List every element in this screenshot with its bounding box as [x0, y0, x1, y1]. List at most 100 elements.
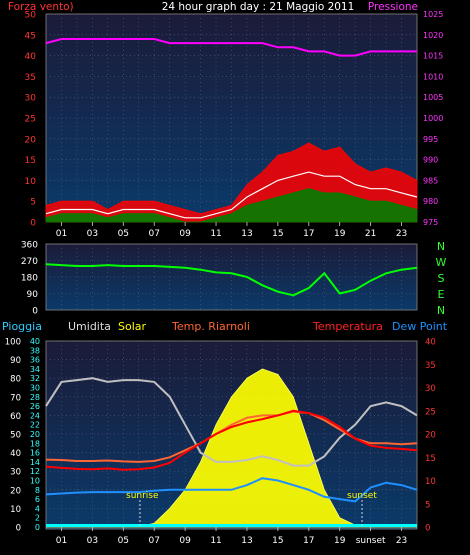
- chart-title: 24 hour graph day : 21 Maggio 2011: [162, 1, 355, 13]
- humidity-y-tick-label: 80: [10, 375, 21, 385]
- x-tick-label: 15: [272, 229, 283, 239]
- x-tick-label: 05: [118, 536, 129, 546]
- x-tick-label: 21: [365, 229, 376, 239]
- pressure-y-tick-label: 1000: [423, 114, 443, 123]
- x-tick-label: 23: [396, 229, 407, 239]
- sunrise-label: sunrise: [126, 491, 159, 501]
- humidity-y-tick-label: 40: [10, 449, 21, 459]
- pressure-y-tick-label: 1025: [423, 10, 443, 19]
- x-tick-label: 13: [241, 229, 252, 239]
- rain-y-tick-label: 10: [30, 477, 40, 486]
- legend-dew-point: Dew Point: [392, 320, 448, 333]
- x-tick-label: 03: [87, 536, 98, 546]
- compass-w: W: [436, 256, 447, 269]
- rain-y-tick-label: 22: [30, 421, 40, 430]
- humidity-y-tick-label: 10: [10, 505, 21, 515]
- direction-y-tick-label: 0: [32, 307, 38, 317]
- x-tick-label: sunset: [356, 536, 386, 546]
- pressure-axis-title: Pressione: [368, 1, 418, 13]
- wind-y-tick-label: 45: [25, 31, 36, 41]
- x-tick-label: 01: [56, 229, 67, 239]
- rain-y-tick-label: 38: [30, 346, 40, 355]
- rain-y-tick-label: 32: [30, 374, 40, 383]
- sun-annotations: sunrise sunset: [126, 491, 377, 527]
- rain-y-tick-label: 18: [30, 439, 40, 448]
- pressure-y-tick-label: 975: [423, 218, 438, 227]
- temperature-y-tick-label: 30: [425, 384, 436, 394]
- compass-s: S: [438, 272, 445, 285]
- rain-y-tick-label: 30: [30, 384, 40, 393]
- x-tick-label: 11: [210, 536, 221, 546]
- wind-pressure-series: [45, 38, 418, 223]
- sunset-label: sunset: [347, 491, 377, 501]
- temperature-x-ticks: 01 03 05 07 09 11 13 15 17 19 sunset 23: [56, 527, 407, 546]
- temperature-y-tick-label: 40: [425, 338, 436, 348]
- rain-y-tick-label: 26: [30, 402, 40, 411]
- wind-y-tick-label: 25: [25, 115, 36, 125]
- rain-y-tick-label: 20: [30, 430, 40, 439]
- pressure-y-tick-label: 1010: [423, 72, 443, 81]
- pressure-y-tick-label: 1005: [423, 93, 443, 102]
- rain-y-tick-label: 0: [35, 523, 40, 532]
- temperature-line: [45, 409, 418, 471]
- temperature-y-tick-label: 0: [425, 524, 430, 534]
- x-tick-label: 17: [303, 229, 314, 239]
- dew-point-line: [45, 477, 418, 503]
- pressure-y-tick-label: 1020: [423, 31, 443, 40]
- x-tick-label: 11: [210, 229, 221, 239]
- direction-grid: [46, 244, 417, 310]
- legend-solar: Solar: [118, 320, 147, 333]
- x-tick-label: 03: [87, 229, 98, 239]
- humidity-y-tick-label: 20: [10, 486, 21, 496]
- wind-avg-line: [45, 171, 418, 219]
- compass-e: E: [438, 288, 445, 301]
- direction-y-tick-label: 90: [27, 290, 39, 300]
- direction-y-tick-label: 180: [21, 274, 38, 284]
- wind-y-tick-label: 20: [25, 135, 37, 145]
- x-tick-label: 17: [303, 536, 314, 546]
- x-tick-label: 19: [334, 536, 346, 546]
- legend-pioggia: Pioggia: [2, 320, 42, 333]
- x-tick-label: 05: [118, 229, 129, 239]
- rain-y-tick-label: 4: [35, 504, 40, 513]
- wind-y-tick-label: 30: [25, 94, 37, 104]
- x-tick-label: 09: [179, 229, 191, 239]
- pressure-line: [45, 38, 417, 57]
- humidity-y-tick-label: 50: [10, 431, 21, 441]
- legend-umidita: Umidita: [68, 320, 111, 333]
- rain-y-tick-label: 14: [30, 458, 40, 467]
- wind-y-tick-label: 10: [25, 177, 37, 187]
- x-tick-label: 01: [56, 536, 67, 546]
- x-tick-label: 09: [179, 536, 191, 546]
- rain-y-tick-label: 2: [35, 514, 40, 523]
- rain-y-tick-label: 40: [30, 337, 40, 346]
- wind-y-tick-label: 0: [30, 219, 36, 229]
- pressure-y-tick-label: 1015: [423, 52, 443, 61]
- humidity-y-tick-label: 70: [10, 393, 21, 403]
- temperature-y-tick-label: 15: [425, 454, 436, 464]
- rain-y-tick-label: 16: [30, 449, 40, 458]
- direction-y-ticks: 0 90 180 270 360: [21, 241, 38, 317]
- humidity-y-tick-label: 0: [16, 524, 21, 534]
- wind-y-tick-label: 40: [25, 52, 37, 62]
- pressure-y-tick-label: 985: [423, 176, 438, 185]
- direction-series: [45, 263, 418, 297]
- temperature-series: [45, 368, 418, 528]
- wind-y-tick-label: 5: [30, 198, 36, 208]
- wind-y-tick-label: 50: [25, 11, 37, 21]
- rain-y-tick-label: 8: [35, 486, 40, 495]
- temperature-y-tick-label: 20: [425, 431, 436, 441]
- rain-y-tick-label: 12: [30, 467, 40, 476]
- humidity-line: [45, 377, 418, 467]
- humidity-y-tick-label: 60: [10, 412, 21, 422]
- direction-y-tick-label: 360: [21, 241, 38, 251]
- x-tick-label: 19: [334, 229, 346, 239]
- wind-y-tick-label: 35: [25, 73, 36, 83]
- wind-y-ticks: 0 5 10 15 20 25 30 35 40 45 50: [25, 11, 37, 229]
- humidity-y-tick-label: 90: [10, 356, 21, 366]
- rain-y-tick-label: 28: [30, 393, 40, 402]
- temperature-y-tick-label: 10: [425, 477, 436, 487]
- compass-labels: N W S E N: [436, 240, 447, 317]
